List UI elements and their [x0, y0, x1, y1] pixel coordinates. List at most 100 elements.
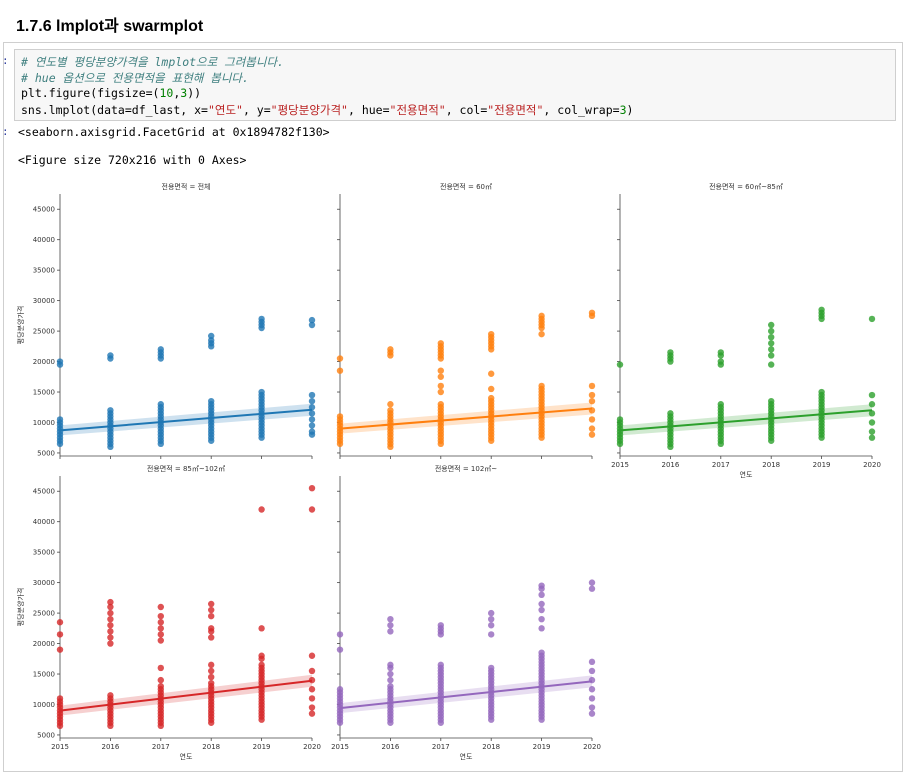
code-line-3: plt.figure(figsize=(10,3))	[21, 86, 202, 100]
facet-panel-3: 전용면적 = 60㎡~85㎡ 2015 2016 2017 2018 2019 2020 연도	[611, 182, 881, 479]
x-tick-label: 2017	[712, 461, 730, 469]
data-point	[157, 676, 164, 684]
data-point	[56, 358, 64, 365]
data-point	[588, 431, 596, 438]
data-point	[107, 640, 114, 647]
data-point	[488, 385, 495, 393]
data-point	[868, 401, 876, 408]
x-axis-label: 연도	[740, 471, 753, 479]
data-point	[538, 649, 545, 656]
y-tick-label: 15000	[33, 389, 55, 397]
data-point	[588, 425, 596, 432]
data-point	[208, 625, 215, 632]
data-point	[208, 397, 215, 405]
data-point	[588, 416, 596, 423]
y-axis-label: 평당분양가격	[16, 306, 25, 345]
data-point	[258, 506, 265, 513]
data-point	[538, 330, 545, 338]
data-point	[308, 428, 316, 435]
data-point	[157, 401, 164, 408]
y-axis-label: 평당분양가격	[16, 588, 25, 627]
data-point	[768, 352, 775, 359]
x-tick-label: 2016	[381, 743, 399, 751]
data-point	[616, 361, 624, 368]
facet-panel-4: 전용면적 = 85㎡~102㎡ 5000 10000 15000 20000 25000 3…	[16, 464, 321, 761]
data-point	[308, 316, 316, 324]
data-point	[336, 367, 344, 374]
notebook-cell[interactable]: : # 연도별 평당분양가격을 lmplot으로 그려봅니다. # hue 옵션…	[2, 42, 903, 772]
y-tick-label: 40000	[33, 236, 55, 244]
data-point	[387, 676, 394, 684]
data-point	[308, 416, 316, 423]
data-point	[387, 670, 394, 678]
data-point	[538, 312, 545, 320]
data-point	[588, 585, 596, 592]
regression-line	[59, 679, 313, 712]
x-tick-label: 2020	[863, 461, 881, 469]
x-tick-label: 2015	[51, 743, 69, 751]
y-tick-label: 35000	[33, 267, 55, 275]
data-point	[437, 401, 444, 408]
data-point	[488, 622, 495, 629]
x-tick-label: 2018	[202, 743, 220, 751]
x-axis-label: 연도	[180, 753, 193, 761]
data-point	[667, 349, 674, 356]
data-point	[538, 625, 545, 632]
section-title: 1.7.6 lmplot과 swarmplot	[16, 18, 204, 35]
y-tick-label: 45000	[33, 206, 55, 214]
data-point	[258, 315, 265, 323]
regression-line	[59, 408, 313, 432]
data-point	[768, 327, 775, 335]
data-point	[768, 361, 775, 368]
data-point	[258, 388, 265, 396]
x-tick-label: 2019	[813, 461, 831, 469]
x-tick-label: 2019	[253, 743, 271, 751]
data-point	[387, 407, 394, 414]
data-point	[616, 416, 624, 423]
data-point	[588, 686, 596, 693]
data-point	[717, 401, 724, 408]
data-point	[258, 625, 265, 632]
data-point	[157, 612, 164, 620]
data-point	[208, 667, 215, 675]
data-point	[258, 661, 265, 669]
data-point	[157, 346, 164, 353]
facet-panel-5: 전용면적 = 102㎡~ 2015 2016 2017 2018 2019 2020 연도	[331, 464, 601, 761]
data-point	[157, 619, 164, 626]
data-point	[208, 606, 215, 614]
data-point	[308, 397, 316, 405]
data-point	[107, 622, 114, 629]
data-point	[868, 315, 876, 323]
data-point	[387, 661, 394, 669]
data-point	[488, 664, 495, 672]
data-point	[308, 422, 316, 429]
code-editor[interactable]: # 연도별 평당분양가격을 lmplot으로 그려봅니다. # hue 옵션으로…	[14, 49, 896, 121]
data-point	[107, 628, 114, 635]
y-tick-label: 35000	[33, 549, 55, 557]
data-point	[157, 631, 164, 638]
data-point	[768, 340, 775, 347]
data-point	[107, 609, 114, 617]
data-point	[667, 410, 674, 417]
data-point	[437, 340, 444, 347]
data-point	[208, 673, 215, 681]
data-point	[208, 679, 215, 687]
data-point	[588, 658, 596, 666]
data-point	[387, 622, 394, 629]
data-point	[818, 306, 825, 313]
y-tick-label: 5000	[37, 731, 55, 739]
data-point	[538, 591, 545, 599]
data-point	[588, 382, 596, 390]
data-point	[387, 615, 394, 623]
data-point	[588, 695, 596, 702]
y-tick-label: 20000	[33, 640, 55, 648]
data-point	[308, 652, 316, 659]
data-point	[437, 373, 444, 380]
y-tick-label: 30000	[33, 297, 55, 305]
output-figure-size: <Figure size 720x216 with 0 Axes>	[18, 153, 247, 167]
output-prompt: :	[2, 125, 9, 138]
data-point	[588, 309, 596, 317]
data-point	[538, 382, 545, 390]
data-point	[208, 634, 215, 641]
y-tick-label: 10000	[33, 419, 55, 427]
